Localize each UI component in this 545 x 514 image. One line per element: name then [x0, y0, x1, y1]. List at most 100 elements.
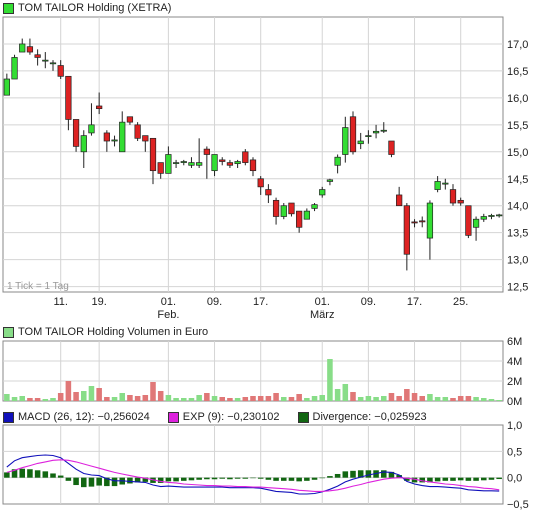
- volume-bar: [88, 386, 95, 401]
- price-candle: [396, 186, 403, 207]
- price-candle: [65, 75, 72, 131]
- volume-bar: [165, 395, 172, 401]
- macd-legend: MACD (26, 12): −0,256024 EXP (9): −0,230…: [3, 410, 445, 424]
- divergence-bar: [204, 477, 210, 480]
- macd-legend-swatch: [3, 411, 14, 423]
- price-candle-body: [180, 161, 187, 163]
- exp-legend-label: EXP (9): −0,230102: [182, 411, 280, 423]
- divergence-bar: [419, 477, 425, 483]
- price-candle: [365, 130, 372, 144]
- volume-bar: [481, 398, 487, 401]
- divergence-bar: [381, 470, 387, 478]
- price-ytick-2: 16,0: [507, 93, 528, 105]
- volume-bar: [342, 384, 349, 401]
- volume-bar: [196, 395, 202, 401]
- price-candle-body: [72, 119, 80, 147]
- divergence-bar: [42, 471, 49, 478]
- volume-bar: [381, 396, 387, 401]
- divergence-bar: [450, 477, 456, 481]
- price-candle-body: [288, 202, 295, 215]
- price-candle-body: [3, 78, 10, 96]
- volume-bar: [4, 394, 10, 401]
- price-candle: [180, 159, 187, 166]
- divergence-bar: [488, 477, 495, 480]
- divergence-bar: [281, 477, 287, 481]
- price-candle: [457, 197, 464, 206]
- divergence-bar: [327, 476, 333, 478]
- divergence-bar: [481, 477, 487, 481]
- price-candle: [334, 154, 341, 174]
- volume-bar: [442, 397, 449, 401]
- divergence-bar: [296, 477, 302, 482]
- price-candle: [111, 135, 118, 147]
- divergence-bar: [357, 470, 364, 478]
- volume-bar: [434, 397, 441, 401]
- price-candle: [411, 219, 418, 228]
- volume-legend: TOM TAILOR Holding Volumen in Euro: [3, 325, 208, 339]
- divergence-bar: [319, 477, 325, 479]
- price-candle-body: [457, 199, 464, 204]
- macd-ytick-3: −0,5: [507, 499, 529, 511]
- volume-bar: [27, 398, 33, 401]
- volume-bar: [234, 398, 241, 401]
- volume-bar: [157, 391, 164, 401]
- volume-bar: [34, 398, 41, 401]
- divergence-bar: [496, 477, 502, 480]
- price-candle-body: [142, 135, 149, 142]
- price-candle-body: [157, 162, 164, 174]
- price-candle-body: [434, 181, 441, 190]
- price-candle: [257, 176, 264, 195]
- divergence-bar: [211, 477, 218, 480]
- price-candle-body: [303, 210, 310, 220]
- volume-bar: [419, 396, 425, 401]
- price-candle: [465, 205, 472, 239]
- divergence-bar: [396, 475, 402, 478]
- volume-bar: [488, 399, 495, 401]
- price-xtick-7: 17.: [407, 296, 422, 308]
- volume-legend-label: TOM TAILOR Holding Volumen in Euro: [18, 326, 209, 338]
- price-candle-body: [496, 214, 503, 217]
- divergence-bar: [88, 477, 95, 487]
- price-candle-body: [342, 127, 349, 155]
- price-candle: [311, 203, 318, 212]
- divergence-bar: [11, 469, 18, 478]
- price-candle-body: [319, 189, 326, 196]
- price-candle: [319, 186, 326, 198]
- divergence-bar: [404, 477, 410, 481]
- volume-bar: [257, 396, 264, 401]
- price-candle: [172, 159, 180, 168]
- volume-bar: [350, 392, 356, 401]
- volume-bar: [411, 393, 418, 401]
- price-candle: [196, 138, 203, 168]
- macd-ytick-2: 0,0: [507, 473, 522, 485]
- price-candle-body: [126, 116, 134, 123]
- divergence-legend-item: Divergence: −0,025923: [297, 410, 427, 424]
- price-ytick-7: 13,5: [507, 228, 528, 240]
- price-candle: [296, 210, 303, 233]
- price-candle-body: [357, 140, 364, 145]
- price-candle-body: [165, 154, 172, 174]
- price-candle-body: [296, 210, 303, 228]
- price-xtick-6: 09.: [361, 296, 376, 308]
- volume-bar: [57, 393, 64, 401]
- divergence-bar: [442, 477, 449, 481]
- price-candle-body: [257, 178, 264, 188]
- price-candle: [442, 178, 449, 190]
- price-candle: [242, 149, 249, 166]
- divergence-bar: [196, 477, 202, 480]
- price-candle: [126, 116, 134, 125]
- divergence-bar: [250, 477, 256, 479]
- volume-bar: [119, 393, 125, 401]
- price-candle-body: [311, 204, 318, 209]
- price-candle: [288, 202, 295, 217]
- price-xtick-8: 25.: [453, 296, 468, 308]
- volume-bar: [19, 396, 25, 401]
- divergence-bar: [165, 477, 172, 482]
- divergence-bar: [188, 477, 195, 481]
- price-candle-body: [226, 162, 234, 166]
- divergence-bar: [288, 477, 295, 481]
- divergence-bar: [242, 477, 249, 479]
- price-candle-body: [419, 220, 426, 223]
- exp-legend-swatch: [167, 411, 179, 423]
- price-candle: [326, 178, 334, 186]
